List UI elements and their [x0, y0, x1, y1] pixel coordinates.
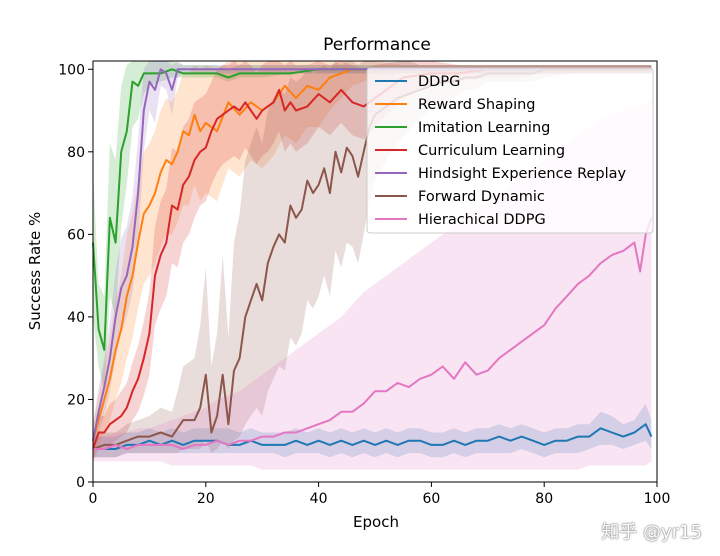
x-axis-ticks: 0 20 40 60 80 100	[89, 482, 671, 507]
y-tick-label: 40	[67, 310, 85, 326]
hindsight-experience-replay-band	[93, 61, 652, 454]
y-tick-label: 0	[76, 475, 85, 491]
forward-dynamic-band	[93, 61, 652, 458]
plot-frame	[92, 60, 658, 483]
y-tick-label: 20	[67, 392, 85, 408]
hierachical-ddpg-line	[93, 217, 653, 450]
watermark: 知乎 @yr15	[601, 522, 702, 543]
y-axis-ticks: 0 20 40 60 80 100	[58, 62, 93, 491]
legend-label-hierachical-ddpg: Hierachical DDPG	[418, 212, 546, 228]
ddpg-line	[93, 423, 653, 450]
y-tick-label: 100	[58, 62, 85, 78]
x-axis-label: Epoch	[353, 513, 399, 531]
legend-box	[366, 67, 654, 234]
x-tick-label: 0	[89, 491, 98, 507]
legend-label-hindsight-experience-replay: Hindsight Experience Replay	[418, 166, 627, 182]
y-tick-label: 60	[67, 227, 85, 243]
x-tick-label: 60	[422, 491, 440, 507]
y-tick-label: 80	[67, 145, 85, 161]
legend-label-ddpg: DDPG	[418, 74, 460, 90]
legend-label-forward-dynamic: Forward Dynamic	[418, 189, 545, 205]
y-axis-label: Success Rate %	[26, 212, 44, 331]
chart-title: Performance	[323, 35, 431, 55]
x-tick-label: 40	[310, 491, 328, 507]
legend-label-imitation-learning: Imitation Learning	[418, 120, 550, 136]
x-tick-label: 20	[197, 491, 215, 507]
reward-shaping-band	[93, 61, 652, 458]
legend: DDPG Reward Shaping Imitation Learning Curr…	[366, 67, 654, 234]
x-tick-label: 80	[535, 491, 553, 507]
x-tick-label: 100	[644, 491, 671, 507]
legend-label-curriculum-learning: Curriculum Learning	[418, 143, 565, 159]
legend-label-reward-shaping: Reward Shaping	[418, 97, 536, 113]
